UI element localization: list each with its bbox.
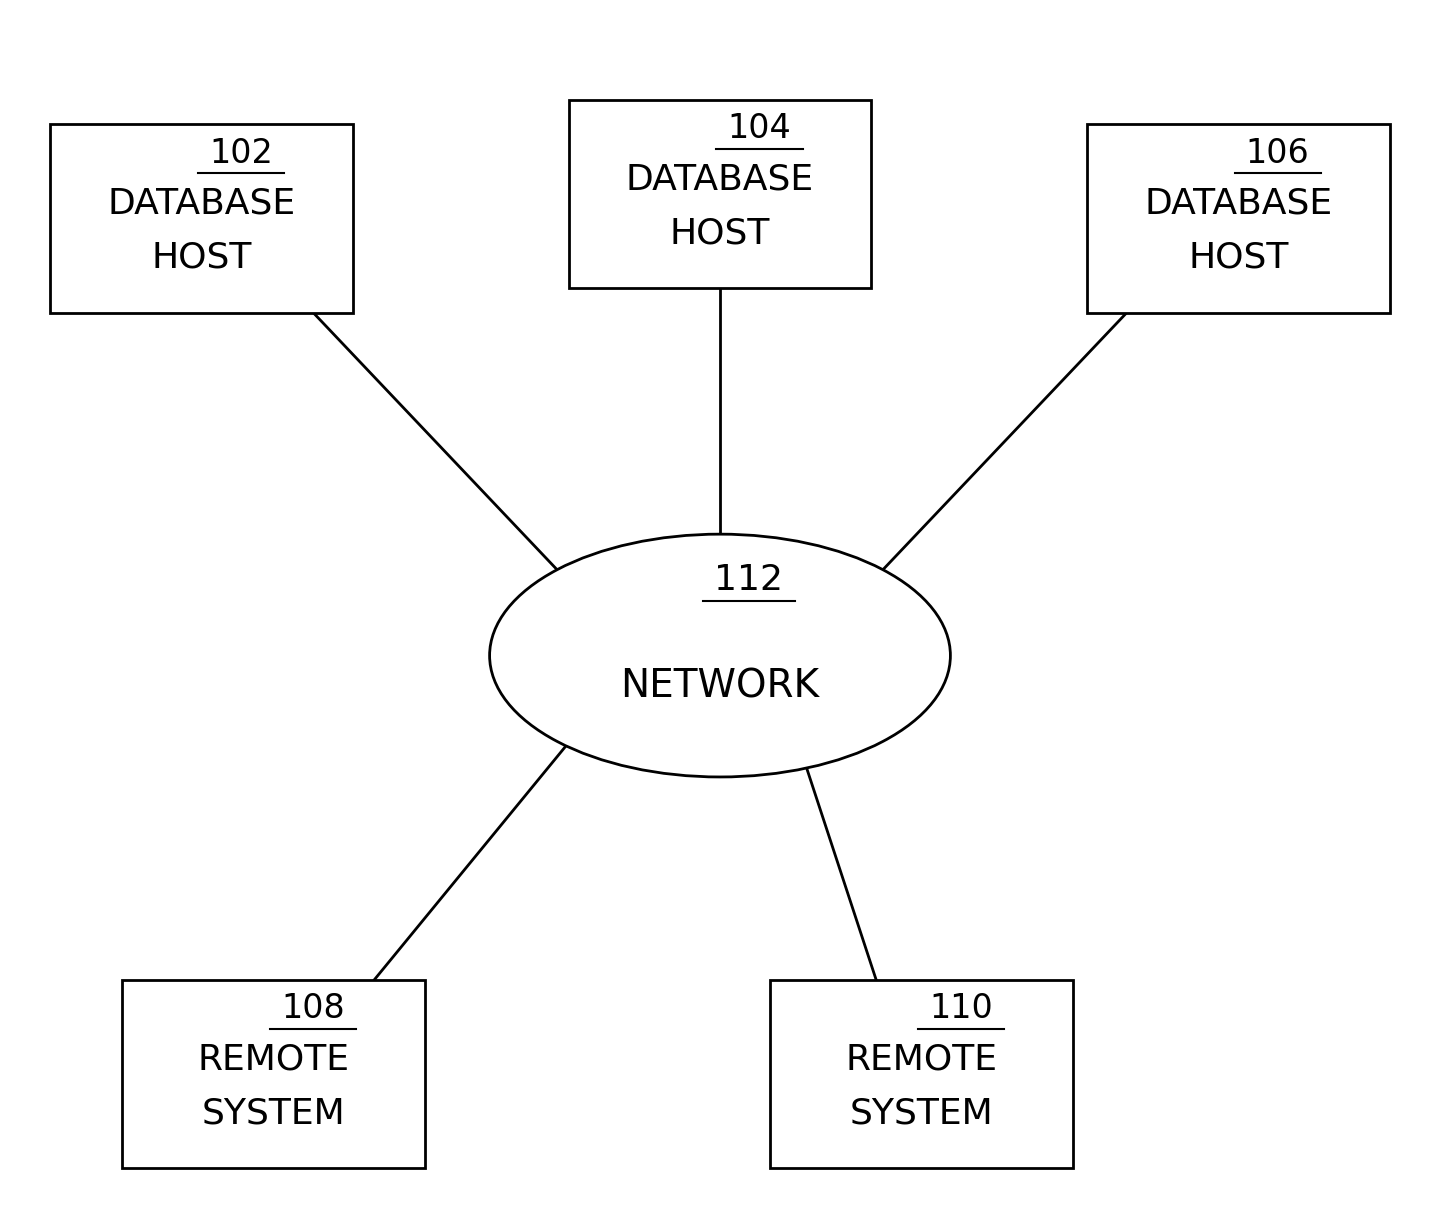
FancyBboxPatch shape (122, 981, 425, 1168)
Text: NETWORK: NETWORK (621, 668, 819, 705)
FancyBboxPatch shape (770, 981, 1073, 1168)
Text: DATABASE: DATABASE (108, 187, 295, 221)
Text: DATABASE: DATABASE (1145, 187, 1332, 221)
Text: 106: 106 (1246, 137, 1309, 170)
Text: 108: 108 (281, 993, 344, 1026)
FancyBboxPatch shape (50, 124, 353, 313)
Ellipse shape (490, 534, 950, 777)
Text: 110: 110 (929, 993, 992, 1026)
Text: 102: 102 (209, 137, 272, 170)
Text: SYSTEM: SYSTEM (850, 1096, 994, 1130)
Text: 104: 104 (727, 113, 791, 146)
Text: REMOTE: REMOTE (197, 1043, 350, 1077)
Text: HOST: HOST (1188, 240, 1289, 274)
Text: SYSTEM: SYSTEM (202, 1096, 346, 1130)
Text: DATABASE: DATABASE (626, 163, 814, 197)
Text: HOST: HOST (151, 240, 252, 274)
Text: HOST: HOST (670, 216, 770, 250)
Text: 112: 112 (714, 563, 783, 597)
FancyBboxPatch shape (1087, 124, 1390, 313)
FancyBboxPatch shape (569, 101, 871, 289)
Text: REMOTE: REMOTE (845, 1043, 998, 1077)
